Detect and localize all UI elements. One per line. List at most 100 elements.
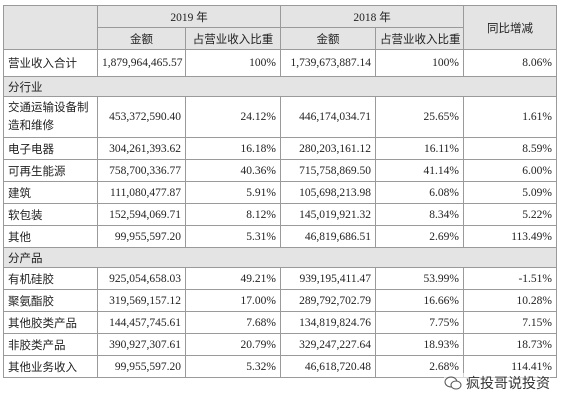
cell: 304,261,393.62	[97, 137, 186, 160]
cell: 49.21%	[185, 267, 281, 290]
cell: 7.15%	[463, 311, 557, 334]
cell: 99,955,597.20	[97, 225, 186, 248]
cell: 925,054,658.03	[97, 267, 186, 290]
cell: 100%	[375, 49, 464, 77]
cell: 20.79%	[185, 333, 281, 356]
cell: 329,247,227.64	[280, 333, 376, 356]
cell: -1.51%	[463, 267, 557, 290]
row-label: 交通运输设备制造和维修	[3, 96, 98, 138]
cell: 105,698,213.98	[280, 181, 376, 204]
cell: 134,819,824.76	[280, 311, 376, 334]
table-row: 电子电器 304,261,393.62 16.18% 280,203,161.12 16…	[3, 137, 557, 160]
cell: 8.59%	[463, 137, 557, 160]
cell: 715,758,869.50	[280, 159, 376, 182]
cell: 446,174,034.71	[280, 96, 376, 138]
table-row: 其他业务收入 99,955,597.20 5.32% 46,618,720.48 2.6…	[3, 355, 557, 378]
change-header: 同比增减	[463, 5, 557, 50]
header-row: 金额 占营业收入比重 金额 占营业收入比重	[4, 27, 557, 50]
cell: 5.31%	[185, 225, 281, 248]
row-label: 分产品	[3, 247, 557, 268]
cell: 8.34%	[375, 203, 464, 226]
row-label: 电子电器	[3, 137, 98, 160]
column-header: 占营业收入比重	[375, 27, 464, 50]
cell: 16.66%	[375, 289, 464, 312]
table-row: 可再生能源 758,700,336.77 40.36% 715,758,869.50 4…	[3, 159, 557, 182]
cell: 46,618,720.48	[280, 355, 376, 378]
cell: 144,457,745.61	[97, 311, 186, 334]
cell: 8.06%	[463, 49, 557, 77]
table-row: 营业收入合计 1,879,964,465.57 100% 1,739,673,887.…	[3, 49, 557, 77]
row-label: 软包装	[3, 203, 98, 226]
cell: 5.09%	[463, 181, 557, 204]
row-label: 可再生能源	[3, 159, 98, 182]
cell: 5.22%	[463, 203, 557, 226]
cell: 25.65%	[375, 96, 464, 138]
cell: 16.18%	[185, 137, 281, 160]
cell: 289,792,702.79	[280, 289, 376, 312]
cell: 8.12%	[185, 203, 281, 226]
cell: 6.00%	[463, 159, 557, 182]
cell: 2.69%	[375, 225, 464, 248]
watermark: 疯投哥说投资	[444, 373, 550, 393]
cell: 5.91%	[185, 181, 281, 204]
cell: 6.08%	[375, 181, 464, 204]
table-row: 其他 99,955,597.20 5.31% 46,819,686.51 2.69% 11…	[3, 225, 557, 248]
cell: 17.00%	[185, 289, 281, 312]
cell: 111,080,477.87	[97, 181, 186, 204]
cell: 758,700,336.77	[97, 159, 186, 182]
cell: 18.73%	[463, 333, 557, 356]
cell: 100%	[185, 49, 281, 77]
cell: 40.36%	[185, 159, 281, 182]
revenue-table: 2019 年 2018 年同比增减 金额 占营业收入比重 金额 占营业收入比重 营业收入合计…	[3, 5, 557, 378]
cell: 53.99%	[375, 267, 464, 290]
cell: 145,019,921.32	[280, 203, 376, 226]
column-header: 占营业收入比重	[185, 27, 281, 50]
cell: 152,594,069.71	[97, 203, 186, 226]
cell: 1,739,673,887.14	[280, 49, 376, 77]
table-row: 有机硅胶 925,054,658.03 49.21% 939,195,411.47 53…	[3, 267, 557, 290]
cell: 939,195,411.47	[280, 267, 376, 290]
row-label: 非胶类产品	[3, 333, 98, 356]
cell: 7.68%	[185, 311, 281, 334]
table-row: 非胶类产品 390,927,307.61 20.79% 329,247,227.64 1…	[3, 333, 557, 356]
year-header: 2018 年	[280, 5, 464, 28]
cell: 18.93%	[375, 333, 464, 356]
row-label: 聚氨酯胶	[3, 289, 98, 312]
section-row: 分产品	[3, 247, 557, 268]
section-row: 分行业	[3, 76, 557, 97]
cell: 2.68%	[375, 355, 464, 378]
table-row: 建筑 111,080,477.87 5.91% 105,698,213.98 6.08%…	[3, 181, 557, 204]
row-label: 其他业务收入	[3, 355, 98, 378]
wechat-icon	[444, 376, 462, 390]
cell: 1,879,964,465.57	[97, 49, 186, 77]
row-label: 分行业	[3, 76, 557, 97]
table-row: 交通运输设备制造和维修 453,372,590.40 24.12% 446,174,0…	[3, 96, 557, 138]
cell: 453,372,590.40	[97, 96, 186, 138]
table-row: 其他胶类产品 144,457,745.61 7.68% 134,819,824.76 7…	[3, 311, 557, 334]
row-label: 营业收入合计	[3, 49, 98, 77]
row-label: 其他	[3, 225, 98, 248]
header-cell	[3, 5, 98, 50]
cell: 5.32%	[185, 355, 281, 378]
watermark-text: 疯投哥说投资	[466, 376, 550, 392]
table-row: 聚氨酯胶 319,569,157.12 17.00% 289,792,702.79 16…	[3, 289, 557, 312]
cell: 280,203,161.12	[280, 137, 376, 160]
cell: 46,819,686.51	[280, 225, 376, 248]
header-row: 2019 年 2018 年同比增减	[3, 5, 557, 50]
cell: 7.75%	[375, 311, 464, 334]
year-header: 2019 年	[97, 5, 281, 28]
table-row: 软包装 152,594,069.71 8.12% 145,019,921.32 8.34…	[3, 203, 557, 226]
row-label: 建筑	[3, 181, 98, 204]
cell: 319,569,157.12	[97, 289, 186, 312]
cell: 113.49%	[463, 225, 557, 248]
cell: 41.14%	[375, 159, 464, 182]
cell: 16.11%	[375, 137, 464, 160]
cell: 1.61%	[463, 96, 557, 138]
cell: 99,955,597.20	[97, 355, 186, 378]
column-header: 金额	[280, 27, 376, 50]
cell: 10.28%	[463, 289, 557, 312]
row-label: 其他胶类产品	[3, 311, 98, 334]
cell: 390,927,307.61	[97, 333, 186, 356]
column-header: 金额	[97, 27, 186, 50]
